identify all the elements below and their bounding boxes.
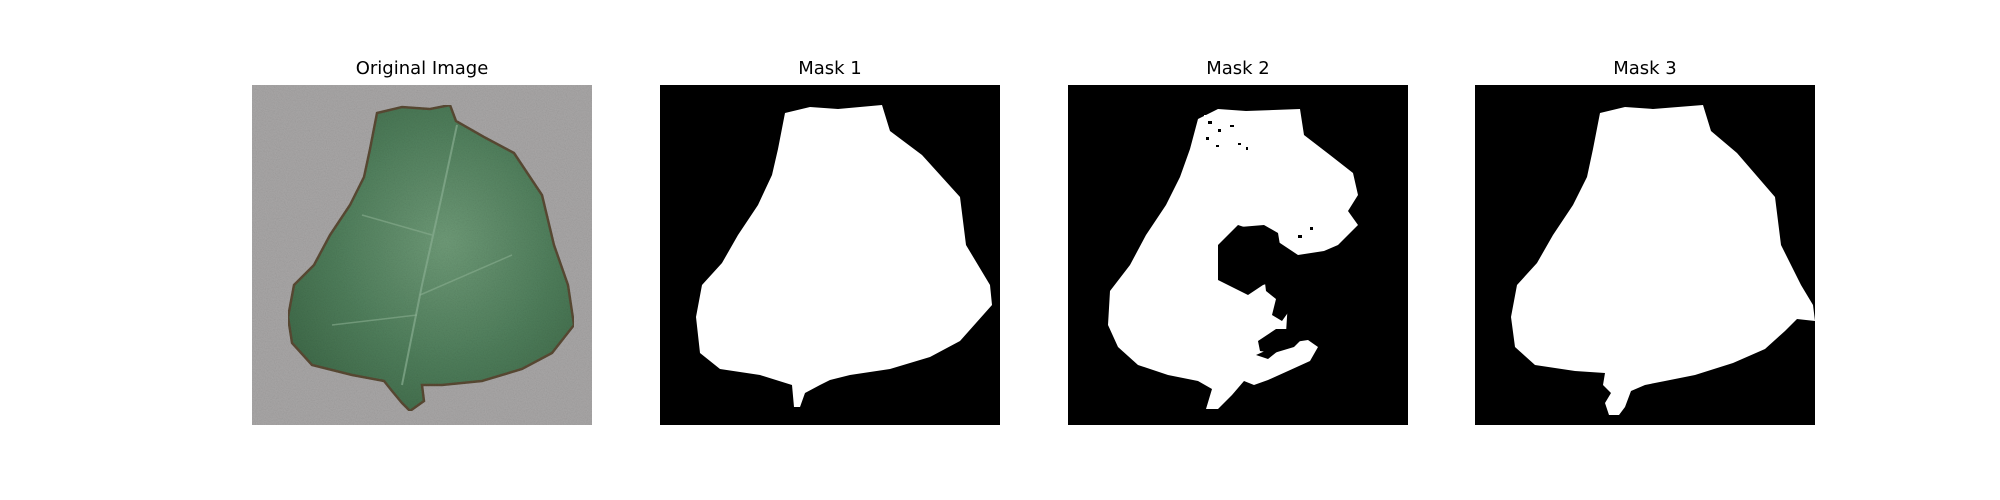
mask-region: [696, 105, 992, 407]
leaf-shape: [286, 103, 576, 413]
panel-title: Mask 1: [798, 58, 862, 79]
mask-hole: [1258, 329, 1304, 353]
mask-1-image: [660, 85, 1000, 425]
leaf-vein: [331, 314, 418, 326]
mask-hole: [1264, 265, 1294, 321]
original-leaf-photo: [252, 85, 592, 425]
leaf-vein: [401, 124, 458, 386]
mask-region: [1108, 109, 1358, 409]
leaf-vein: [361, 214, 433, 236]
mask-region: [1511, 105, 1815, 415]
mask-hole: [1218, 225, 1280, 289]
panel-title: Mask 2: [1206, 58, 1270, 79]
leaf-vein: [419, 254, 513, 296]
mask-noise-specks: [1198, 115, 1278, 199]
panel-title: Original Image: [355, 58, 489, 79]
mask-noise-specks: [1206, 121, 1313, 238]
mask-3-image: [1475, 85, 1815, 425]
panel-title: Mask 3: [1613, 58, 1677, 79]
mask-2-image: [1068, 85, 1408, 425]
